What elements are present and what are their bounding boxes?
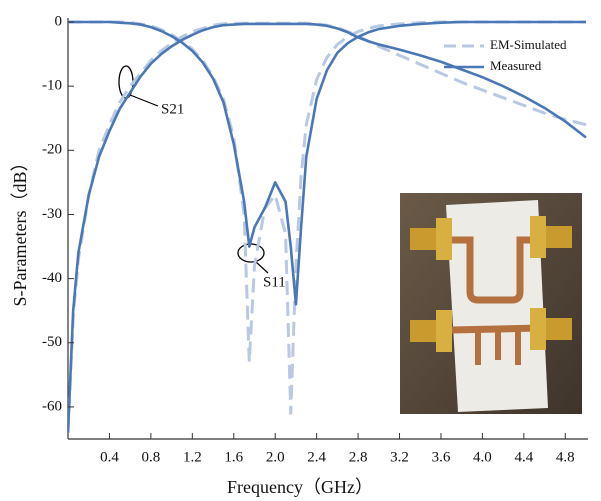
x-tick-label: 3.2 — [390, 449, 409, 465]
x-tick-label: 0.8 — [142, 449, 161, 465]
series-line — [68, 22, 587, 433]
y-tick-label: -40 — [42, 270, 62, 286]
x-tick-label: 4.8 — [556, 449, 575, 465]
x-tick-label: 2.0 — [266, 449, 285, 465]
y-tick-label: -50 — [42, 334, 62, 350]
annotation: S11 — [263, 274, 286, 290]
y-tick-label: -10 — [42, 78, 62, 94]
legend-label: EM-Simulated — [490, 37, 567, 52]
legend-label: Measured — [490, 58, 542, 73]
annotation: S21 — [161, 101, 184, 117]
x-tick-label: 3.6 — [432, 449, 451, 465]
series-line — [68, 20, 586, 306]
series-line — [68, 21, 587, 433]
x-tick-label: 2.4 — [307, 449, 326, 465]
x-tick-label: 2.8 — [349, 449, 368, 465]
y-tick-label: -20 — [42, 142, 62, 158]
x-axis-label: Frequency（GHz） — [227, 477, 373, 497]
annotation-ellipse — [237, 243, 265, 263]
x-tick-label: 1.6 — [224, 449, 243, 465]
x-tick-label: 1.2 — [183, 449, 202, 465]
y-tick-label: -60 — [42, 398, 62, 414]
photo-inset — [400, 193, 582, 414]
x-tick-label: 0.4 — [100, 449, 119, 465]
y-axis-label: S-Parameters（dB） — [10, 154, 30, 307]
x-tick-label: 4.0 — [473, 449, 492, 465]
y-tick-label: 0 — [55, 13, 63, 29]
annotation-arrow — [255, 261, 269, 274]
y-tick-label: -30 — [42, 206, 62, 222]
x-tick-label: 4.4 — [514, 449, 533, 465]
annotation-arrow — [129, 94, 159, 107]
